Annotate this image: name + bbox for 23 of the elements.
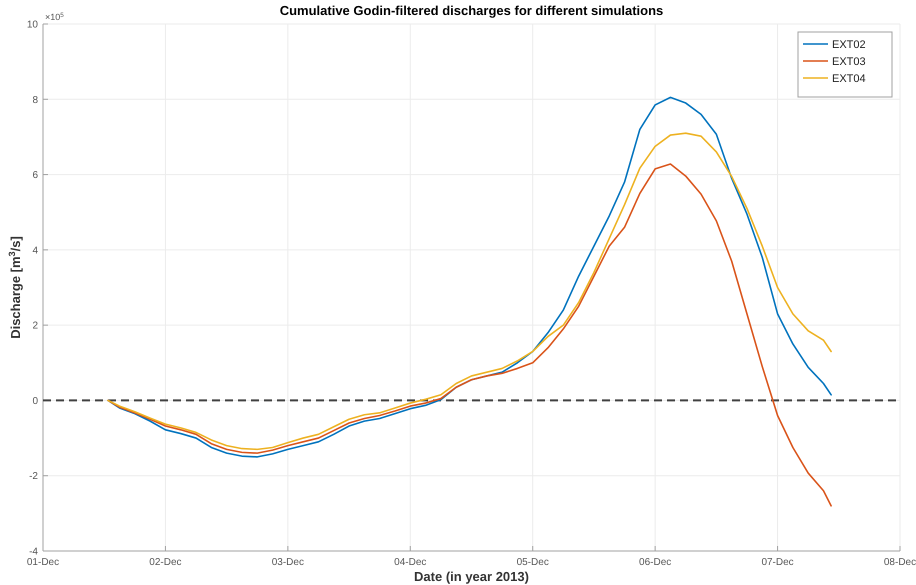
y-tick-label: -4: [29, 546, 38, 558]
x-axis-title: Date (in year 2013): [414, 569, 529, 584]
chart-title: Cumulative Godin-filtered discharges for different simulations: [280, 3, 664, 18]
x-tick-label: 06-Dec: [639, 557, 672, 568]
y-tick-label: 10: [26, 20, 38, 30]
x-tick-label: 01-Dec: [26, 557, 60, 568]
y-tick-label: 2: [32, 320, 38, 332]
x-tick-label: 03-Dec: [272, 557, 304, 568]
x-tick-label: 04-Dec: [394, 557, 426, 568]
legend-label: EXT04: [832, 73, 866, 85]
x-tick-label: 02-Dec: [149, 557, 182, 568]
y-tick-label: -2: [29, 471, 38, 482]
y-tick-label: 6: [32, 170, 38, 182]
legend-label: EXT02: [832, 39, 866, 51]
text: ×10$^{5}$: [45, 12, 64, 22]
y-tick-label: 8: [32, 94, 38, 106]
line-series: [107, 163, 832, 507]
x-tick-label: 07-Dec: [761, 557, 794, 568]
x-tick-label: 05-Dec: [516, 557, 549, 568]
x-tick-label: 08-Dec: [884, 557, 916, 568]
legend-label: EXT03: [832, 56, 866, 68]
y-tick-label: 0: [32, 396, 38, 407]
y-tick-label: 4: [32, 245, 38, 256]
